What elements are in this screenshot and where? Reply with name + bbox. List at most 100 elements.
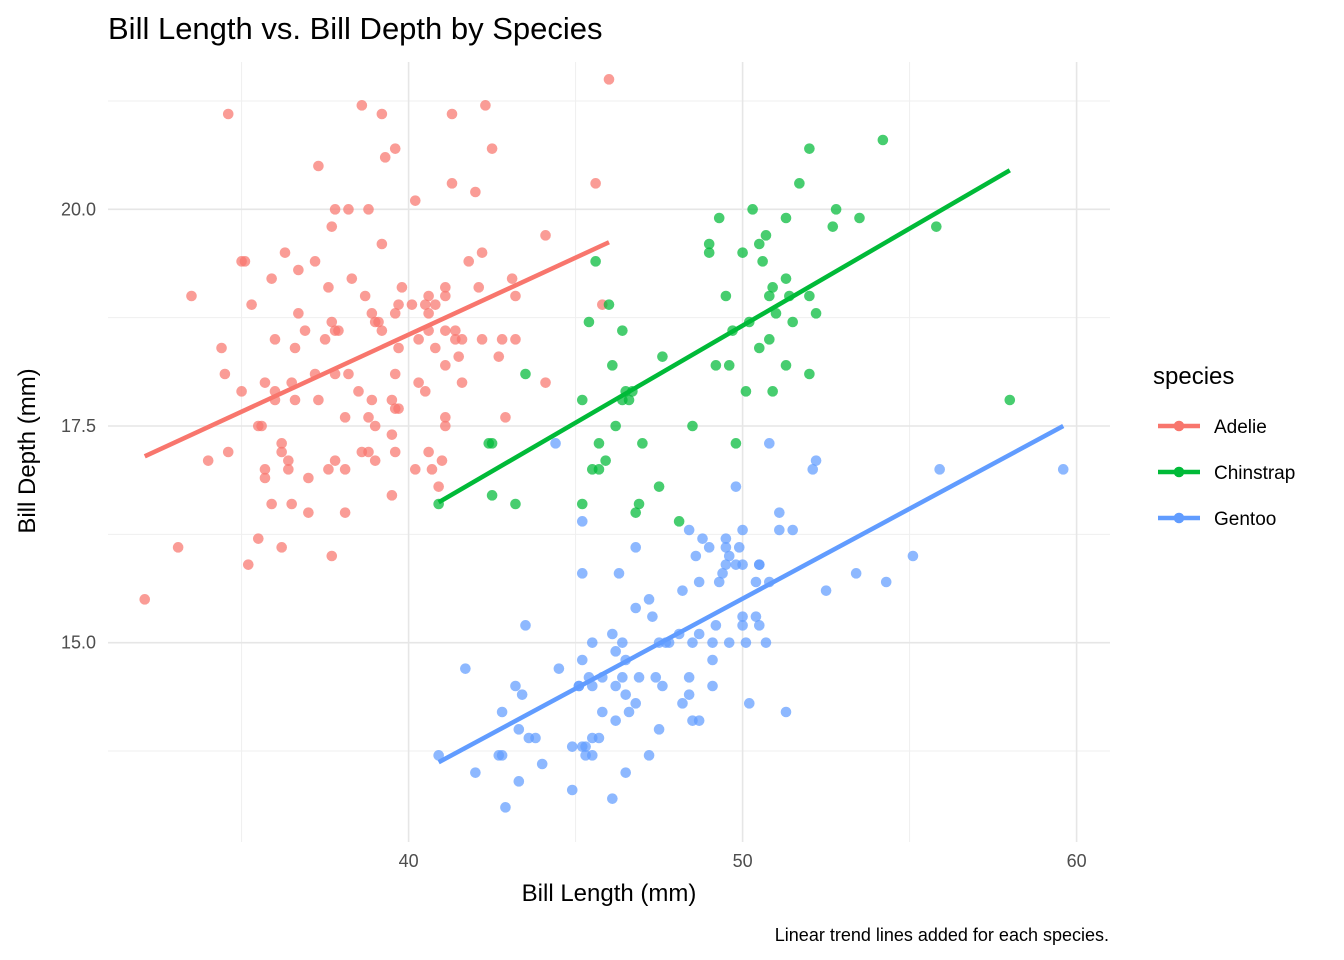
data-point: [820, 585, 832, 596]
data-point: [343, 204, 354, 215]
legend-title: species: [1153, 363, 1234, 390]
data-point: [690, 550, 702, 562]
data-point: [720, 533, 732, 544]
data-point: [486, 490, 498, 501]
data-point: [580, 741, 591, 752]
data-point: [693, 715, 705, 726]
data-point: [590, 256, 601, 267]
data-point: [510, 498, 521, 510]
data-point: [587, 750, 598, 761]
data-point: [827, 221, 839, 232]
data-point: [276, 446, 287, 458]
legend-label: Chinstrap: [1214, 463, 1295, 484]
data-point: [440, 282, 451, 293]
data-point: [500, 802, 511, 813]
y-tick-label: 15.0: [61, 633, 96, 653]
data-point: [426, 464, 438, 475]
data-point: [376, 238, 388, 250]
data-point: [139, 594, 151, 605]
y-tick-label: 17.5: [61, 416, 96, 436]
data-point: [643, 750, 655, 761]
data-point: [754, 342, 765, 354]
data-point: [246, 299, 257, 310]
data-point: [703, 238, 715, 250]
data-point: [366, 394, 378, 406]
data-point: [506, 273, 518, 284]
data-point: [713, 212, 725, 224]
data-point: [750, 576, 762, 588]
data-point: [259, 472, 271, 484]
x-tick-label: 50: [733, 851, 753, 871]
data-point: [623, 706, 635, 718]
data-point: [760, 230, 772, 241]
data-point: [363, 412, 374, 423]
data-point: [303, 507, 314, 518]
series-gentoo-points: [433, 438, 1069, 813]
data-point: [613, 568, 625, 579]
data-point: [453, 351, 465, 362]
data-point: [363, 204, 374, 215]
data-point: [326, 221, 338, 232]
data-point: [313, 394, 324, 406]
data-point: [386, 490, 398, 501]
data-point: [593, 464, 605, 475]
data-point: [376, 108, 388, 120]
data-point: [369, 455, 381, 466]
data-point: [593, 732, 605, 744]
data-point: [363, 446, 374, 458]
data-point: [693, 576, 705, 588]
data-point: [764, 290, 775, 302]
data-point: [673, 516, 685, 527]
data-point: [774, 524, 785, 536]
data-point: [313, 160, 324, 172]
data-point: [252, 533, 264, 544]
data-point: [446, 108, 458, 120]
data-point: [620, 767, 631, 778]
data-point: [610, 715, 621, 726]
data-point: [440, 420, 451, 432]
data-point: [617, 672, 628, 683]
data-point: [703, 247, 715, 258]
data-point: [530, 732, 541, 744]
data-point: [617, 637, 628, 648]
data-point: [413, 334, 424, 345]
data-point: [496, 706, 508, 718]
data-point: [647, 611, 658, 622]
data-point: [216, 342, 227, 354]
data-point: [409, 464, 421, 475]
data-point: [389, 368, 401, 380]
data-point: [787, 316, 798, 328]
data-point: [653, 724, 665, 735]
data-point: [420, 299, 431, 310]
legend-label: Gentoo: [1214, 509, 1276, 530]
data-point: [657, 351, 668, 362]
data-point: [610, 680, 621, 692]
data-point: [620, 689, 631, 700]
data-point: [593, 438, 605, 449]
data-point: [463, 256, 475, 267]
data-point: [553, 663, 565, 674]
data-point: [353, 386, 364, 397]
data-point: [309, 256, 321, 267]
data-point: [677, 698, 688, 709]
data-point: [693, 628, 705, 640]
data-point: [754, 238, 765, 250]
data-point: [356, 100, 368, 111]
data-point: [854, 212, 865, 224]
data-point: [420, 386, 431, 397]
data-point: [677, 585, 688, 596]
legend-label: Adelie: [1214, 417, 1267, 438]
data-point: [536, 758, 548, 770]
data-point: [730, 438, 742, 449]
data-point: [780, 706, 792, 718]
data-point: [299, 325, 311, 336]
data-point: [423, 290, 434, 302]
data-point: [754, 620, 765, 631]
data-point: [339, 507, 351, 518]
trend-line-gentoo: [437, 424, 1065, 765]
data-point: [607, 360, 618, 371]
data-point: [710, 360, 722, 371]
data-point: [683, 689, 695, 700]
y-tick-label: 20.0: [61, 199, 96, 219]
data-point: [723, 360, 735, 371]
